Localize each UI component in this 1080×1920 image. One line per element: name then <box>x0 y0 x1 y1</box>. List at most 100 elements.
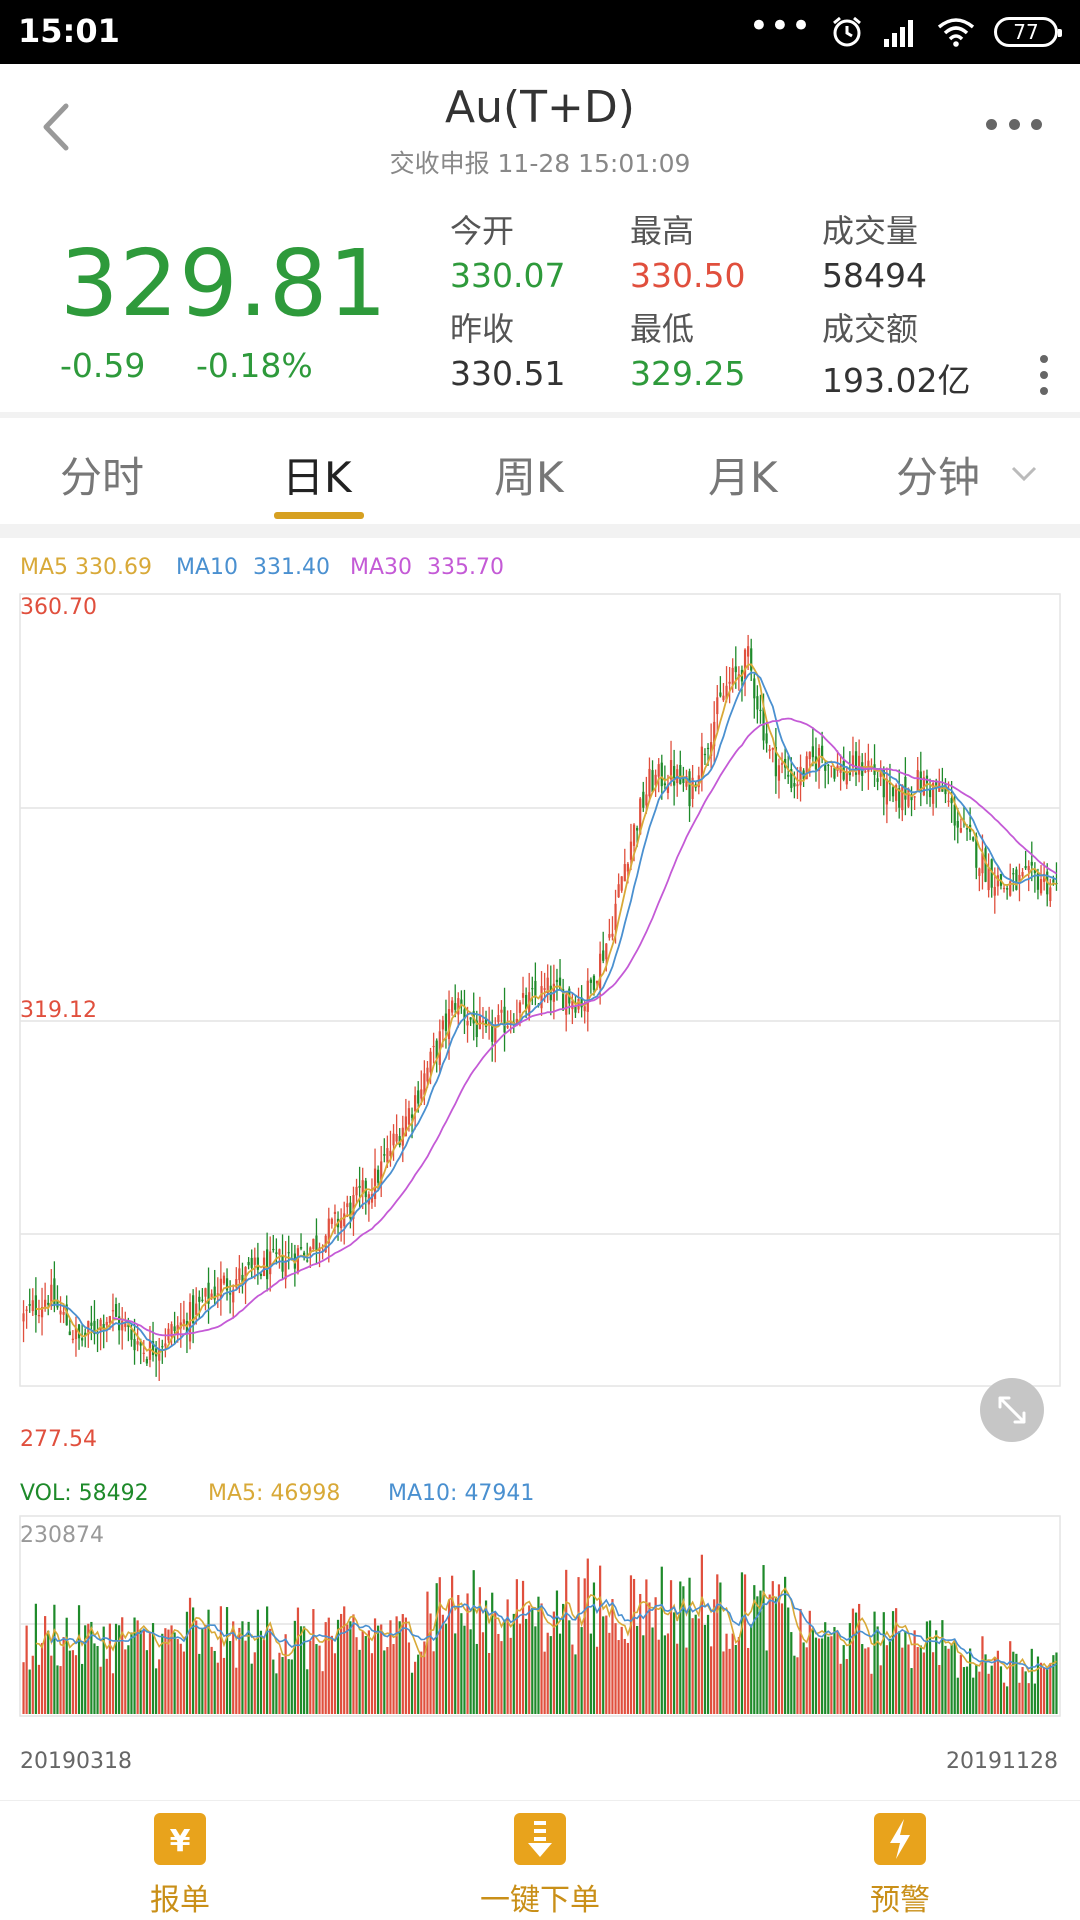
volume-bar <box>965 1666 969 1714</box>
quote-panel: 329.81 -0.59 -0.18% 今开 330.07 最高 330.50 … <box>0 190 1080 410</box>
volume-bar <box>188 1597 192 1714</box>
candle <box>56 1285 59 1310</box>
tab-monthly-k[interactable]: 月K <box>708 453 778 502</box>
candle <box>827 764 830 785</box>
volume-bar <box>984 1654 987 1714</box>
volume-bar <box>987 1673 990 1714</box>
volume-bar <box>691 1618 694 1714</box>
volume-bar <box>127 1645 130 1714</box>
fullscreen-expand-icon[interactable] <box>980 1378 1044 1442</box>
volume-bar <box>716 1574 719 1714</box>
nav-header: Au(T+D) 交收申报 11-28 15:01:09 <box>0 64 1080 184</box>
stat-label-low: 最低 <box>630 310 695 348</box>
alert-button[interactable]: 预警 <box>800 1813 1000 1919</box>
volume-bar <box>771 1581 774 1714</box>
volume-bar <box>145 1650 148 1714</box>
volume-bar <box>44 1616 47 1714</box>
candle <box>981 834 984 890</box>
more-options-icon[interactable] <box>986 116 1042 132</box>
candle <box>907 787 910 809</box>
candle <box>139 1338 142 1365</box>
candle <box>682 766 685 792</box>
tab-minute[interactable]: 分钟 <box>896 453 981 502</box>
tab-daily-k[interactable]: 日K <box>282 453 352 502</box>
kline-chart-area[interactable]: MA5 330.69 MA10 331.40 MA30 335.70 360.7… <box>0 538 1080 1800</box>
volume-bar <box>59 1666 62 1714</box>
ma10-legend: MA10 331.40 <box>176 555 330 580</box>
order-button[interactable]: ¥ 报单 <box>80 1805 280 1919</box>
volume-bar <box>1039 1662 1043 1714</box>
volume-bar <box>817 1638 821 1714</box>
volume-bar <box>777 1584 781 1714</box>
candle <box>759 694 762 724</box>
candle <box>568 986 571 1015</box>
volume-bar <box>925 1621 929 1714</box>
stat-label-prev-close: 昨收 <box>450 310 515 348</box>
volume-bar <box>719 1582 722 1714</box>
volume-bar <box>213 1650 216 1714</box>
candle <box>444 999 448 1049</box>
candle <box>222 1272 226 1286</box>
volume-bar <box>679 1581 682 1714</box>
candle <box>845 767 848 790</box>
candle <box>558 959 562 989</box>
vol-max-label: 230874 <box>20 1523 104 1548</box>
expand-stats-icon[interactable] <box>1038 355 1050 395</box>
kline-chart[interactable]: MA5 330.69 MA10 331.40 MA30 335.70 360.7… <box>0 538 1080 1800</box>
volume-bar <box>586 1558 589 1714</box>
candle <box>34 1277 37 1333</box>
volume-bar <box>1033 1683 1036 1714</box>
status-time: 15:01 <box>18 12 120 50</box>
volume-bar <box>93 1643 96 1714</box>
candle <box>247 1257 250 1270</box>
page-title: Au(T+D) <box>445 82 635 133</box>
volume-bar <box>488 1652 491 1714</box>
volume-bar <box>623 1638 626 1714</box>
volume-bar <box>830 1636 833 1714</box>
back-arrow-icon[interactable] <box>36 102 76 152</box>
volume-bar <box>241 1621 244 1714</box>
candle <box>398 1128 401 1148</box>
candle <box>31 1288 34 1316</box>
volume-bar <box>364 1636 367 1714</box>
candle <box>611 916 614 941</box>
volume-bar <box>861 1644 864 1714</box>
candle <box>25 1306 28 1329</box>
volume-bar <box>466 1593 469 1714</box>
candle <box>700 732 703 792</box>
divider <box>0 524 1080 538</box>
candle <box>475 1010 478 1048</box>
candle <box>947 781 950 807</box>
volume-bar <box>1012 1651 1015 1714</box>
candle <box>340 1208 343 1242</box>
candle <box>306 1242 309 1263</box>
candle <box>192 1289 195 1344</box>
candle <box>774 727 777 794</box>
candle <box>987 853 990 898</box>
tab-weekly-k[interactable]: 周K <box>494 453 564 502</box>
volume-bar <box>336 1619 340 1714</box>
quick-order-button[interactable]: 一键下单 <box>440 1813 640 1919</box>
candle <box>743 648 747 697</box>
signal-icon <box>884 20 913 47</box>
candle <box>373 1148 377 1207</box>
volume-bar <box>182 1651 185 1714</box>
candle <box>491 1009 494 1062</box>
candle <box>145 1356 148 1367</box>
candle <box>1036 868 1040 900</box>
candle <box>262 1250 266 1277</box>
volume-bar <box>121 1617 124 1714</box>
chevron-down-icon[interactable] <box>1010 464 1038 484</box>
volume-bar <box>750 1624 753 1714</box>
volume-bar <box>922 1652 925 1714</box>
volume-bar <box>155 1668 158 1714</box>
volume-bar <box>848 1623 851 1714</box>
tab-intraday[interactable]: 分时 <box>60 453 145 502</box>
volume-bar <box>645 1579 648 1714</box>
volume-bar <box>710 1646 713 1714</box>
volume-bar <box>195 1620 198 1714</box>
volume-bar <box>426 1591 429 1714</box>
candle <box>1024 850 1027 871</box>
vol-ma10-line <box>50 1593 1057 1671</box>
